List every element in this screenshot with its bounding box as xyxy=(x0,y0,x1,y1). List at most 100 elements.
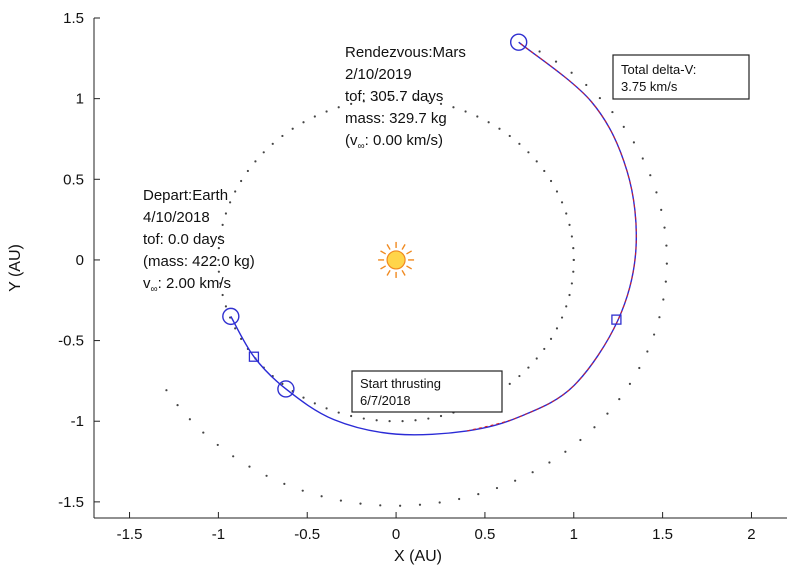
orbit-dot xyxy=(219,235,222,238)
orbit-dot xyxy=(234,327,237,330)
orbit-dot xyxy=(362,417,365,420)
orbit-dot xyxy=(628,382,632,385)
orbit-dot xyxy=(439,102,443,105)
sun-disk xyxy=(386,250,406,270)
orbit-dot xyxy=(217,247,220,250)
orbit-dot xyxy=(375,98,378,101)
depart-annotation: Depart:Earth 4/10/2018 tof: 0.0 days (ma… xyxy=(143,187,255,295)
orbit-dot xyxy=(477,493,480,496)
orbit-dot xyxy=(663,226,666,229)
rendezvous-vinf: (v∞: 0.00 km/s) xyxy=(345,132,443,152)
orbit-dot xyxy=(555,327,559,330)
total-delta-v-box: Total delta-V: 3.75 km/s xyxy=(612,54,750,100)
orbit-dot xyxy=(527,366,530,369)
orbit-dot xyxy=(646,350,649,353)
orbit-dot xyxy=(476,115,479,118)
depart-date: 4/10/2018 xyxy=(143,209,210,226)
orbit-dot xyxy=(350,414,353,418)
sun-ray xyxy=(406,265,413,270)
orbit-dot xyxy=(339,499,343,502)
orbit-dot xyxy=(572,258,575,262)
orbit-dot xyxy=(188,418,191,421)
orbit-dot xyxy=(535,357,538,360)
orbit-dot xyxy=(508,134,511,138)
markers xyxy=(222,33,622,398)
orbit-dot xyxy=(320,495,323,498)
orbit-dot xyxy=(281,134,284,138)
orbit-dot xyxy=(665,244,668,247)
orbit-dot xyxy=(508,382,511,386)
orbit-dot xyxy=(611,110,614,114)
orbit-dot xyxy=(350,102,353,105)
orbit-dot xyxy=(202,431,205,434)
orbit-dot xyxy=(452,106,455,109)
rendezvous-mass: mass: 329.7 kg xyxy=(345,110,447,127)
rendezvous-title: Rendezvous:Mars xyxy=(345,44,466,61)
start-thrusting-label: Start thrusting xyxy=(360,376,441,391)
orbit-dot xyxy=(585,83,588,87)
x-tick-label: -0.5 xyxy=(294,526,320,543)
orbit-dot xyxy=(518,142,521,145)
x-tick-label: 2 xyxy=(747,526,755,543)
square-marker xyxy=(611,314,622,325)
orbit-dot xyxy=(427,417,430,420)
orbit-dot xyxy=(564,450,567,453)
circle-marker xyxy=(277,380,295,398)
start-thrusting-box: Start thrusting 6/7/2018 xyxy=(351,370,503,413)
orbit-dot xyxy=(554,60,558,63)
x-tick-label: 0 xyxy=(392,526,400,543)
orbit-dot xyxy=(401,97,404,100)
orbit-dot xyxy=(439,414,443,418)
orbit-dot xyxy=(221,223,224,226)
x-tick-label: 1.5 xyxy=(652,526,673,543)
orbit-dot xyxy=(543,347,546,351)
orbit-dot xyxy=(658,316,661,319)
orbit-dot xyxy=(527,151,530,154)
sun-icon xyxy=(378,241,415,278)
orbit-dot xyxy=(379,504,382,507)
orbit-dot xyxy=(652,333,656,336)
orbit-dot xyxy=(458,497,461,501)
orbit-dot xyxy=(325,407,328,410)
sun-ray xyxy=(401,269,406,276)
orbit-dot xyxy=(498,127,501,130)
rendezvous-date: 2/10/2019 xyxy=(345,66,412,83)
orbit-dot xyxy=(593,426,596,429)
orbit-dot xyxy=(538,50,541,53)
sun-ray xyxy=(386,243,391,250)
orbit-dot xyxy=(570,71,573,74)
orbit-dot xyxy=(217,270,220,273)
orbit-dot xyxy=(414,98,417,101)
orbit-dot xyxy=(660,208,663,211)
orbit-dot xyxy=(638,366,641,370)
orbit-dot xyxy=(359,502,362,505)
x-tick-label: 1 xyxy=(570,526,578,543)
orbit-dot xyxy=(216,443,219,447)
y-tick-label: 1 xyxy=(76,91,84,108)
total-delta-v-label: Total delta-V: xyxy=(621,62,696,77)
orbit-dot xyxy=(337,106,340,109)
orbit-dot xyxy=(234,190,237,193)
orbit-dot xyxy=(518,374,521,378)
orbit-dot xyxy=(291,127,294,130)
orbit-dot xyxy=(487,121,490,124)
orbit-dot xyxy=(313,402,316,405)
total-delta-v-value: 3.75 km/s xyxy=(621,79,678,94)
orbit-dot xyxy=(579,438,582,442)
orbit-dot xyxy=(568,223,571,226)
orbit-dot xyxy=(555,190,559,193)
orbit-dot xyxy=(221,293,224,297)
orbit-dot xyxy=(362,100,365,103)
orbit-dot xyxy=(240,337,243,340)
trajectory xyxy=(230,41,637,436)
orbit-dot xyxy=(531,471,534,474)
orbit-dot xyxy=(254,160,257,163)
x-tick-label: -1.5 xyxy=(117,526,143,543)
orbit-dot xyxy=(388,420,391,423)
orbit-dot xyxy=(176,404,179,407)
orbit-dot xyxy=(414,419,417,422)
orbit-dot xyxy=(464,110,467,113)
orbit-dot xyxy=(388,97,391,100)
y-tick-label: 0 xyxy=(76,252,84,269)
